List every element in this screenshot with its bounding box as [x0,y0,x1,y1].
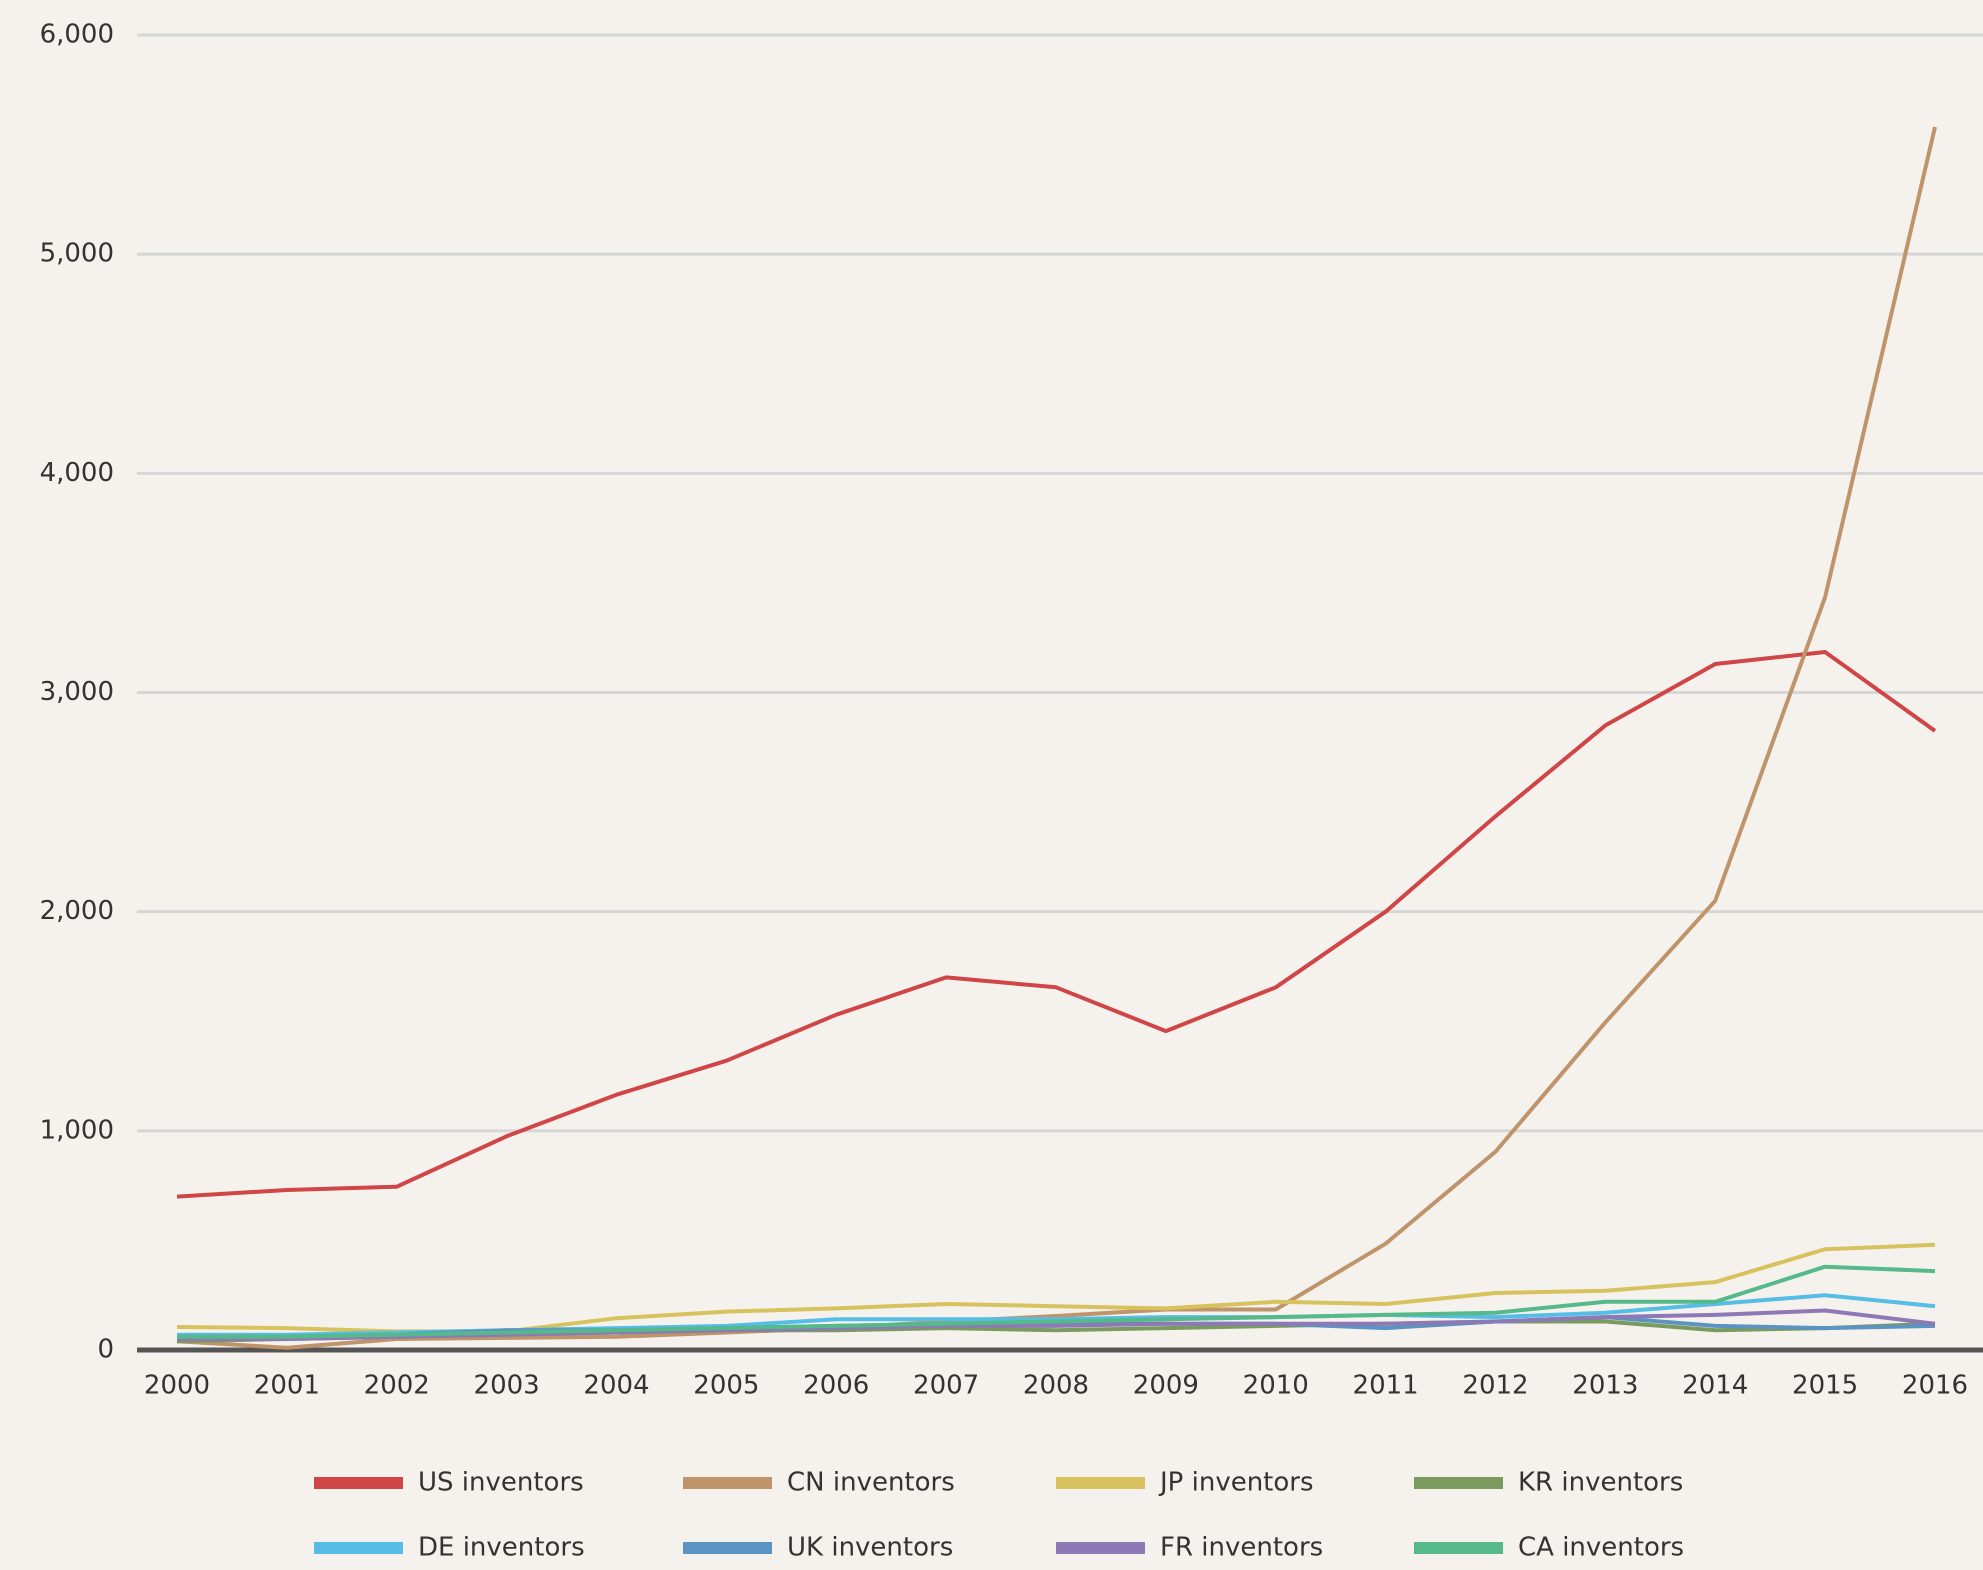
x-tick-label: 2015 [1792,1371,1858,1401]
x-tick-label: 2000 [144,1371,210,1401]
legend-swatch [683,1542,772,1554]
legend-label: CA inventors [1518,1533,1684,1563]
legend-swatch [1414,1477,1503,1489]
x-tick-label: 2011 [1353,1371,1419,1401]
x-tick-label: 2016 [1902,1371,1968,1401]
legend-label: UK inventors [787,1533,953,1563]
x-tick-label: 2005 [693,1371,759,1401]
legend-swatch [1056,1542,1145,1554]
legend-label: KR inventors [1518,1468,1683,1498]
x-tick-label: 2002 [364,1371,430,1401]
series-line [176,126,1937,1350]
series-line [177,1308,1936,1341]
legend-label: DE inventors [418,1533,585,1563]
x-tick-label: 2010 [1243,1371,1309,1401]
x-tick-label: 2001 [254,1371,320,1401]
legend-swatch [1414,1542,1503,1554]
x-tick-label: 2009 [1133,1371,1199,1401]
series-line [177,1264,1936,1339]
legend-label: FR inventors [1160,1533,1323,1563]
legend-label: US inventors [418,1468,584,1498]
y-tick-label: 1,000 [40,1115,114,1145]
legend-swatch [314,1542,403,1554]
legend-swatch [314,1477,403,1489]
x-tick-label: 2007 [913,1371,979,1401]
x-tick-label: 2008 [1023,1371,1089,1401]
y-tick-label: 2,000 [40,896,114,926]
legend-label: JP inventors [1158,1468,1314,1498]
x-tick-label: 2014 [1682,1371,1748,1401]
x-tick-label: 2013 [1572,1371,1638,1401]
series-line [176,650,1937,1199]
x-tick-label: 2012 [1462,1371,1528,1401]
y-tick-label: 5,000 [40,239,114,269]
y-tick-label: 3,000 [40,677,114,707]
legend-swatch [683,1477,772,1489]
x-tick-label: 2006 [803,1371,869,1401]
legend-swatch [1056,1477,1145,1489]
y-tick-label: 0 [97,1335,114,1365]
x-tick-label: 2004 [583,1371,649,1401]
x-tick-label: 2003 [474,1371,540,1401]
legend-label: CN inventors [787,1468,955,1498]
y-tick-label: 6,000 [40,20,114,50]
y-tick-label: 4,000 [40,458,114,488]
